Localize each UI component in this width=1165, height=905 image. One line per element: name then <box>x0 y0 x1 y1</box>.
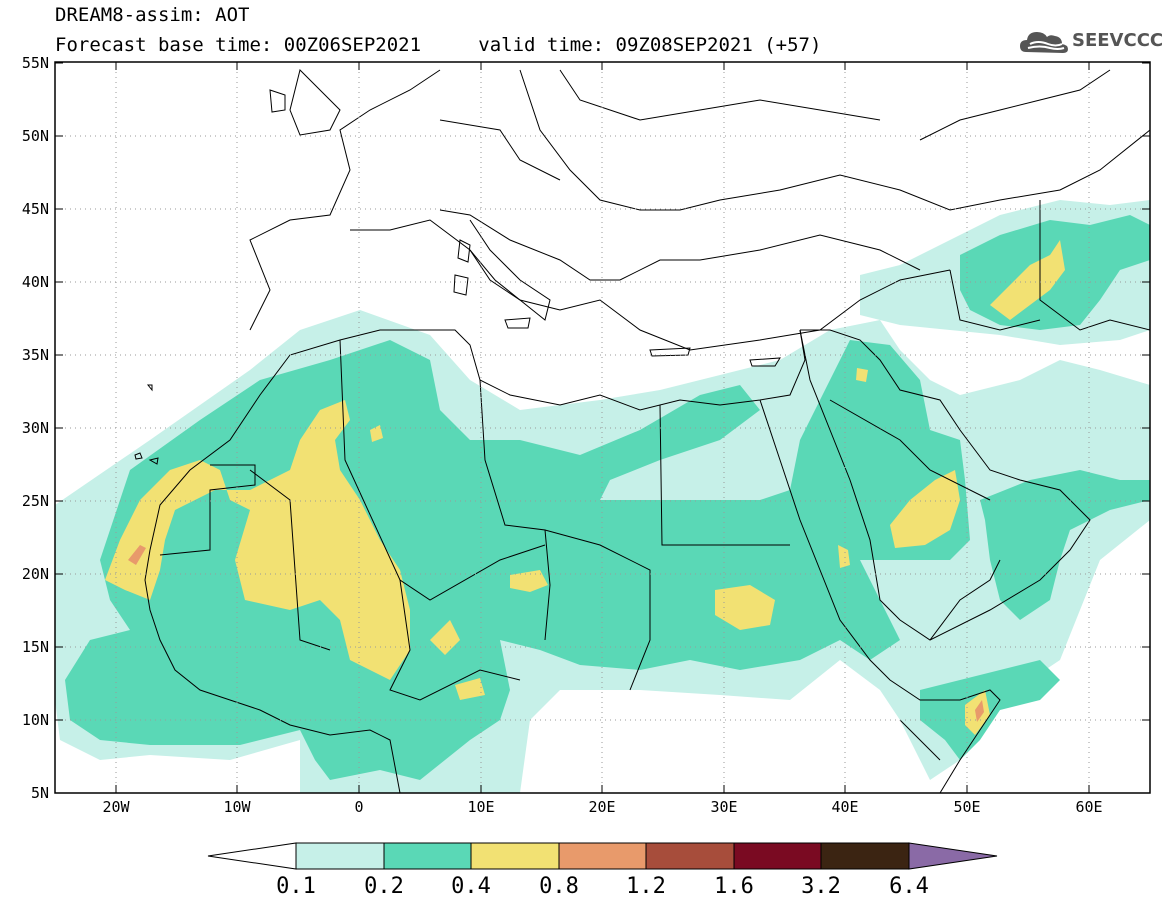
aot-band-yellow-blob1 <box>290 520 335 560</box>
lat-label: 40N <box>22 273 49 291</box>
aot-band-salmon-2 <box>975 700 984 722</box>
aot-band-yellow-blob4 <box>455 678 485 700</box>
lat-label: 20N <box>22 565 49 583</box>
colorbar <box>207 842 998 870</box>
lon-label: 10W <box>223 798 251 816</box>
colorbar-swatch <box>470 842 560 870</box>
lon-label: 30E <box>710 798 737 816</box>
logo-text: SEEVCCC <box>1072 30 1164 51</box>
colorbar-label: 6.4 <box>889 874 929 899</box>
colorbar-label: 0.2 <box>364 874 404 899</box>
lon-label: 20E <box>588 798 615 816</box>
aot-fields <box>55 200 1150 793</box>
base-time: Forecast base time: 00Z06SEP2021 <box>55 34 422 56</box>
colorbar-label: 3.2 <box>801 874 841 899</box>
aot-band-yellow-blob3 <box>715 585 775 630</box>
lat-label: 45N <box>22 200 49 218</box>
lat-label: 35N <box>22 346 49 364</box>
lon-label: 10E <box>467 798 494 816</box>
colorbar-label: 0.8 <box>539 874 579 899</box>
lon-label: 20W <box>102 798 130 816</box>
aot-band-green-horn <box>920 660 1060 760</box>
lon-label: 50E <box>953 798 980 816</box>
cloud-icon <box>1020 32 1068 53</box>
aot-band-green <box>65 340 970 780</box>
lon-label: 0 <box>354 798 363 816</box>
lat-label: 15N <box>22 638 49 656</box>
aot-band-yellow-caspian <box>990 240 1065 320</box>
aot-band-yellow-blob6 <box>370 425 383 442</box>
colorbar-swatch <box>558 842 647 870</box>
aot-band-yellow-west <box>105 400 410 680</box>
country-borders <box>134 69 1150 793</box>
axis-ticks <box>55 62 1150 793</box>
grid-lines <box>55 62 1150 793</box>
lat-label: 10N <box>22 711 49 729</box>
lat-label: 25N <box>22 492 49 510</box>
colorbar-label: 0.1 <box>276 874 316 899</box>
lat-label: 55N <box>22 54 49 72</box>
lon-label: 60E <box>1075 798 1102 816</box>
aot-band-yellow-blob5 <box>430 620 460 655</box>
valid-time: valid time: 09Z08SEP2021 (+57) <box>478 34 822 56</box>
aot-band-yellow-red-sea <box>838 545 850 568</box>
aot-band-yellow-blob7 <box>856 368 868 382</box>
colorbar-low-arrow <box>207 842 297 870</box>
aot-band-salmon <box>128 545 146 565</box>
chart-title: DREAM8-assim: AOT <box>55 4 250 26</box>
lon-labels: 20W 10W 0 10E 20E 30E 40E 50E 60E <box>102 798 1102 816</box>
colorbar-swatch <box>820 842 910 870</box>
colorbar-label: 0.4 <box>451 874 491 899</box>
lat-labels: 55N 50N 45N 40N 35N 30N 25N 20N 15N 10N … <box>22 54 49 802</box>
colorbar-labels: 0.1 0.2 0.4 0.8 1.2 1.6 3.2 6.4 <box>276 874 929 899</box>
colorbar-label: 1.2 <box>626 874 666 899</box>
colorbar-swatch <box>733 842 822 870</box>
forecast-times: Forecast base time: 00Z06SEP2021 valid t… <box>55 34 821 56</box>
colorbar-swatch <box>645 842 735 870</box>
lat-label: 30N <box>22 419 49 437</box>
aot-band-green-arabia <box>980 470 1150 620</box>
lon-label: 40E <box>831 798 858 816</box>
colorbar-high-arrow <box>908 842 998 870</box>
colorbar-swatch <box>383 842 472 870</box>
aot-band-yellow-arabia <box>890 470 960 548</box>
colorbar-label: 1.6 <box>714 874 754 899</box>
lat-label: 5N <box>31 784 49 802</box>
colorbar-swatch <box>295 842 385 870</box>
aot-band-yellow-blob2 <box>510 570 548 592</box>
lat-label: 50N <box>22 127 49 145</box>
